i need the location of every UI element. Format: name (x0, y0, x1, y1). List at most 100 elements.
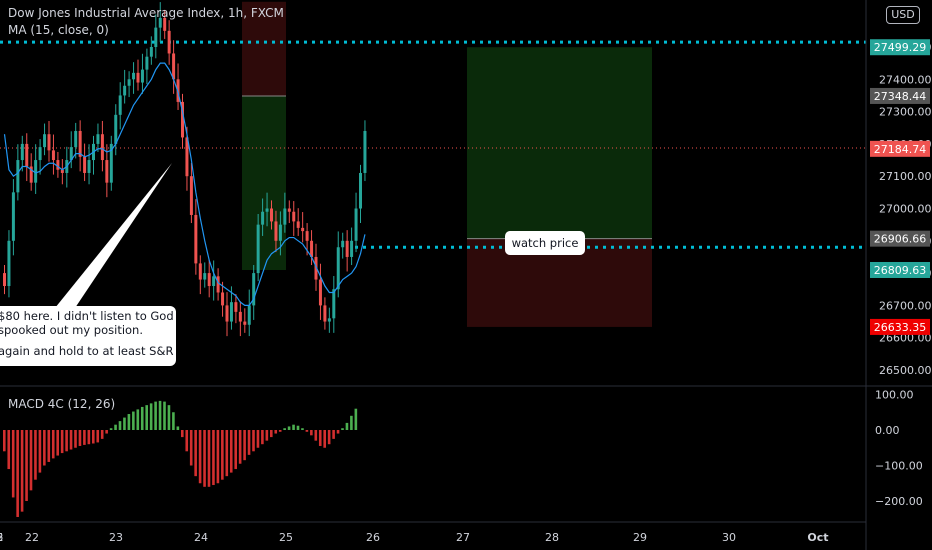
macd-bar (318, 430, 322, 446)
time-tick-label: 23 (109, 531, 123, 544)
ma-indicator-label[interactable]: MA (15, close, 0) (8, 23, 109, 37)
macd-bar (29, 430, 33, 491)
candle-body (198, 263, 202, 280)
candle-body (56, 160, 60, 170)
candle-body (123, 85, 127, 96)
macd-bar (292, 424, 295, 430)
macd-bar (256, 430, 260, 448)
macd-bar (43, 430, 46, 466)
macd-bar (65, 430, 68, 452)
candle-body (96, 134, 100, 144)
time-tick-label: 30 (722, 531, 736, 544)
candle-body (87, 160, 91, 173)
zone-profit-left (242, 95, 286, 270)
macd-bar (38, 430, 42, 473)
macd-bar (350, 415, 353, 430)
price-tick-label: 27100.00 (879, 170, 932, 183)
macd-bar (327, 430, 331, 445)
macd-bar (140, 406, 144, 430)
candle-body (252, 273, 256, 306)
time-tick-label: 27 (456, 531, 470, 544)
price-tags: 27499.29 27348.44 27184.74 26906.66 26809.63… (870, 39, 930, 335)
macd-bar (225, 430, 229, 477)
macd-axis: 100.00 0.00 −100.00 −200.00 (875, 389, 923, 509)
macd-bar (278, 430, 282, 432)
candle-body (7, 240, 11, 287)
candle-body (323, 305, 327, 322)
macd-bar (185, 430, 189, 452)
macd-bar (109, 428, 113, 430)
candle-body (172, 53, 176, 80)
currency-button[interactable]: USD (886, 6, 920, 24)
macd-bar (163, 401, 166, 430)
note-callout[interactable]: $80 here. I didn't listen to God spooked… (0, 306, 176, 366)
macd-bar (136, 409, 140, 430)
candle-body (327, 318, 331, 322)
macd-bar (252, 430, 255, 452)
macd-bar (114, 424, 117, 430)
macd-bar (105, 430, 108, 434)
macd-bar (127, 414, 131, 430)
time-tick-label: 2 (0, 531, 4, 544)
candle-body (51, 150, 55, 161)
macd-bar (229, 430, 233, 473)
price-tag (870, 261, 930, 278)
candle-body (189, 176, 193, 215)
price-tag (870, 318, 930, 335)
candle-body (78, 130, 82, 157)
macd-bar (167, 405, 171, 430)
candle-body (314, 256, 318, 280)
candle-body (181, 101, 184, 138)
candle-body (158, 17, 162, 28)
zone-profit-right (467, 47, 652, 239)
macd-bar (87, 430, 91, 445)
macd-bar (149, 403, 153, 430)
price-tick-label: 27400.00 (879, 73, 932, 86)
candle-body (185, 137, 189, 177)
time-tick-label: 26 (366, 531, 380, 544)
candle-body (234, 302, 238, 312)
macd-tick-label: −200.00 (875, 495, 923, 508)
candle-body (305, 231, 309, 241)
candle-body (270, 208, 273, 222)
candle-body (83, 156, 87, 173)
candle-body (47, 134, 51, 151)
macd-bar (345, 422, 349, 430)
note-line: spooked out my position. (0, 322, 144, 337)
macd-histogram (3, 400, 358, 517)
candle-body (247, 305, 251, 325)
time-tick-label: 28 (545, 531, 559, 544)
macd-bar (216, 430, 220, 484)
candle-body (318, 279, 322, 306)
macd-indicator-label[interactable]: MACD 4C (12, 26) (8, 397, 116, 411)
candle-body (194, 214, 198, 264)
macd-bar (296, 425, 300, 430)
candle-body (292, 211, 296, 222)
candle-body (74, 130, 78, 148)
candle-body (109, 143, 113, 183)
macd-bar (265, 430, 269, 441)
macd-bar (92, 430, 95, 444)
watch-price-label[interactable]: watch price (505, 231, 585, 255)
time-tick-label: 24 (194, 531, 208, 544)
candle-body (265, 208, 269, 212)
macd-bar (207, 430, 211, 487)
price-tick-label: 26700.00 (879, 299, 932, 312)
macd-bar (270, 430, 273, 438)
macd-bar (274, 430, 278, 434)
price-tag-label: 26809.63 (874, 264, 927, 277)
candle-body (127, 79, 131, 86)
macd-bar (100, 430, 104, 439)
macd-bar (96, 430, 100, 443)
candle-body (336, 247, 340, 290)
macd-tick-label: 0.00 (875, 424, 900, 437)
price-tick-label: 27300.00 (879, 106, 932, 119)
macd-tick-label: −100.00 (875, 460, 923, 473)
price-tick-label: 26500.00 (879, 364, 932, 377)
candle-body (238, 311, 242, 322)
macd-bar (83, 430, 86, 445)
macd-bar (132, 411, 135, 430)
macd-bar (314, 430, 318, 441)
time-tick-label: Oct (807, 531, 828, 544)
